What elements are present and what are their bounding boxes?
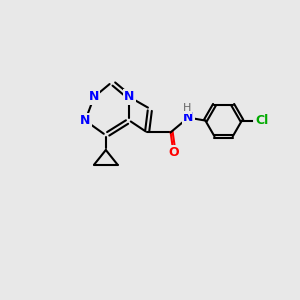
Text: N: N (89, 91, 99, 103)
Text: O: O (168, 146, 179, 159)
Text: N: N (80, 114, 90, 127)
Text: N: N (124, 91, 135, 103)
Text: H: H (183, 103, 191, 113)
Text: Cl: Cl (255, 114, 268, 127)
Text: N: N (183, 111, 194, 124)
